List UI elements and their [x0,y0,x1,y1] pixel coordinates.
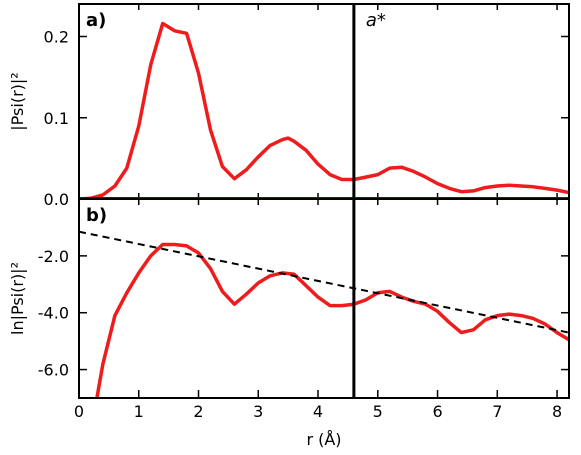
panel-b: -2.0 -4.0 -6.0 0 1 2 3 4 5 6 7 8 b) ln|Psi(r)|² r (… [8,198,570,449]
x-tick-label: 0 [74,402,84,421]
x-tick-label: 1 [134,402,144,421]
panel-a-label: a) [86,10,106,31]
x-axis-label: r (Å) [306,430,341,449]
panel-b-series-line [95,242,569,398]
panel-b-label: b) [86,205,107,226]
panel-a-series [78,21,570,200]
vline-annotation: a* [366,10,386,31]
panel-b-frame [78,198,570,399]
panel-b-y-axis-label: ln|Psi(r)|² [8,262,27,335]
panel-a: 0.0 0.1 0.2 a) a* |Psi(r)|² [8,3,570,209]
x-tick-label: 8 [552,402,562,421]
panel-b-series [95,242,570,399]
panel-a-y-tick-label: 0.1 [44,109,69,128]
panel-b-y-tick-label: -2.0 [38,247,69,266]
x-tick-label: 6 [432,402,442,421]
x-tick-label: 3 [253,402,263,421]
panel-a-y-tick-label: 0.2 [44,28,69,47]
panel-b-y-tick-label: -6.0 [38,361,69,380]
panel-a-y-axis-label: |Psi(r)|² [8,72,27,130]
panel-b-fit-line [78,230,570,334]
panel-b-y-tick-label: -4.0 [38,304,69,323]
x-tick-label: 7 [492,402,502,421]
x-tick-label: 5 [373,402,383,421]
panel-a-y-tick-label: 0.0 [44,190,69,209]
panel-b-ticks: -2.0 -4.0 -6.0 0 1 2 3 4 5 6 7 8 [38,199,569,421]
panel-a-series-line [79,21,569,199]
x-tick-label: 2 [193,402,203,421]
panel-a-ticks: 0.0 0.1 0.2 [44,4,569,209]
x-tick-label: 4 [313,402,323,421]
